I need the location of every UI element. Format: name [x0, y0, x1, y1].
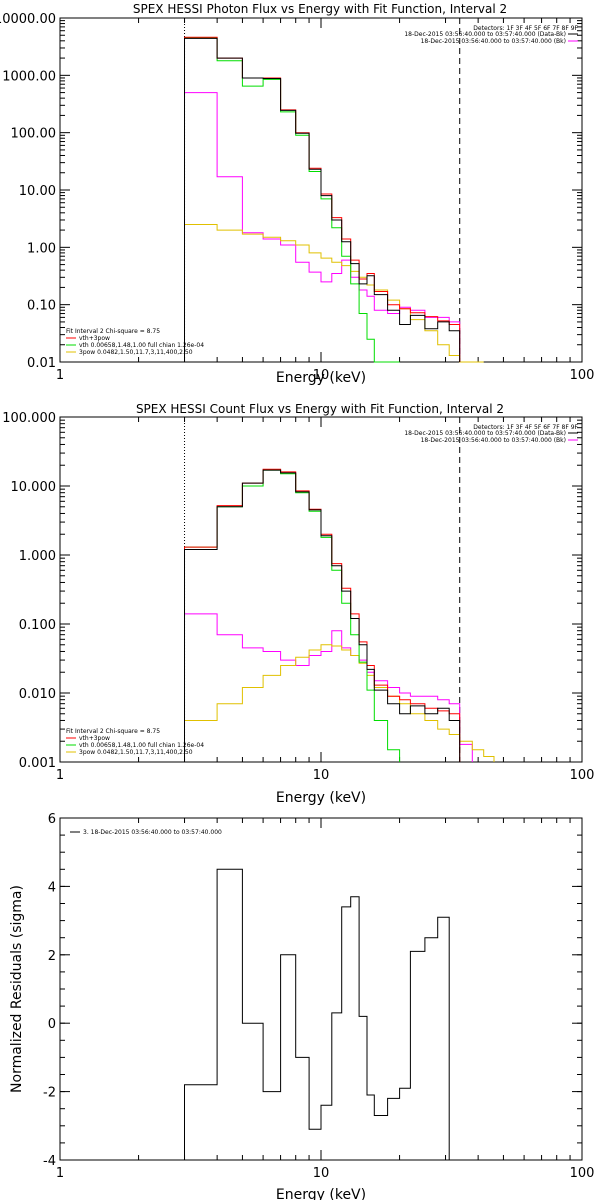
- photon-flux-y-tick-label: 1000.00: [2, 69, 56, 84]
- count-flux-y-tick-label: 0.001: [19, 756, 56, 771]
- residuals-y-tick-label: -2: [43, 1086, 56, 1101]
- count-flux-legend-bottom-text: 3pow 0.0482,1.50,11.7,3,11,400,2.50: [79, 749, 193, 756]
- photon-flux-y-tick-label: 10000.00: [0, 12, 56, 27]
- residuals-series: [184, 868, 450, 1160]
- photon-flux-legend-bottom: Fit Interval 2 Chi-square = 8.75vth+3pow…: [66, 328, 204, 356]
- residuals-panel: Energy (keV) Normalized Residuals (sigma…: [9, 812, 594, 1200]
- count-flux-y-tick-label: 1.000: [19, 549, 56, 564]
- photon-flux-series-1: [184, 224, 484, 363]
- count-flux-series-4: [184, 469, 461, 762]
- count-flux-series: [184, 468, 495, 762]
- count-flux-x-tick-label: 10: [313, 768, 330, 783]
- photon-flux-legend-bottom-text: vth 0.00658,1.48,1.00 full chian 1.26e-0…: [79, 342, 204, 349]
- count-flux-vlines: [184, 417, 461, 762]
- photon-flux-legend-top-text: 18-Dec-2015 03:56:40.000 to 03:57:40.000…: [404, 31, 566, 38]
- residuals-y-axis-label: Normalized Residuals (sigma): [9, 885, 25, 1093]
- count-flux-legend-top-text: 18-Dec-2015 03:56:40.000 to 03:57:40.000…: [404, 430, 566, 437]
- residuals-y-tick-label: 6: [48, 812, 56, 827]
- count-flux-x-tick-label: 100: [570, 768, 595, 783]
- photon-flux-panel: SPEX HESSI Photon Flux vs Energy with Fi…: [0, 2, 594, 386]
- photon-flux-legend-bottom-text: Fit Interval 2 Chi-square = 8.75: [66, 328, 160, 335]
- residuals-legend-top: 3. 18-Dec-2015 03:56:40.000 to 03:57:40.…: [70, 829, 222, 836]
- count-flux-panel: SPEX HESSI Count Flux vs Energy with Fit…: [2, 402, 594, 806]
- count-flux-x-tick-label: 1: [56, 768, 64, 783]
- photon-flux-y-tick-label: 10.00: [19, 184, 56, 199]
- residuals-ticks: 1 10 100 -4 -2 0 2 4 6: [43, 812, 594, 1181]
- photon-flux-legend-bottom-text: vth+3pow: [79, 335, 110, 342]
- count-flux-series-2: [184, 469, 401, 762]
- count-flux-y-tick-label: 0.010: [19, 687, 56, 702]
- residuals-legend-text: 3. 18-Dec-2015 03:56:40.000 to 03:57:40.…: [83, 829, 222, 836]
- count-flux-legend-top-text: 18-Dec-2015 03:56:40.000 to 03:57:40.000…: [421, 437, 566, 444]
- photon-flux-series: [184, 36, 484, 363]
- count-flux-x-axis-label: Energy (keV): [276, 790, 366, 806]
- photon-flux-title: SPEX HESSI Photon Flux vs Energy with Fi…: [133, 2, 507, 16]
- photon-flux-x-axis-label: Energy (keV): [276, 370, 366, 386]
- photon-flux-legend-top-text: 18-Dec-2015 03:56:40.000 to 03:57:40.000…: [421, 38, 566, 45]
- count-flux-y-tick-label: 0.100: [19, 618, 56, 633]
- photon-flux-ticks: 1 10 100 0.01 0.10 1.00 10.00 100.00 1000.00 1000…: [0, 12, 594, 383]
- photon-flux-y-tick-label: 0.10: [27, 299, 56, 314]
- residuals-series-0: [184, 868, 450, 1160]
- residuals-y-tick-label: 0: [48, 1017, 56, 1032]
- count-flux-ticks: 1 10 100 0.001 0.010 0.100 1.000 10.000 100.000: [2, 411, 594, 783]
- count-flux-legend-bottom: Fit Interval 2 Chi-square = 8.75vth+3pow…: [66, 728, 204, 756]
- photon-flux-series-4: [184, 37, 461, 362]
- count-flux-legend-bottom-text: Fit Interval 2 Chi-square = 8.75: [66, 728, 160, 735]
- photon-flux-y-tick-label: 100.00: [11, 127, 57, 142]
- count-flux-legend-bottom-text: vth 0.00658,1.48,1.00 full chian 1.26e-0…: [79, 742, 204, 749]
- count-flux-y-tick-label: 10.000: [11, 480, 57, 495]
- residuals-x-axis-label: Energy (keV): [276, 1187, 366, 1200]
- count-flux-y-tick-label: 100.000: [2, 411, 56, 426]
- residuals-y-tick-label: 4: [48, 880, 56, 895]
- photon-flux-legend-top: 18-Dec-2015 03:56:40.000 to 03:57:40.000…: [404, 31, 578, 45]
- count-flux-legend-bottom-text: vth+3pow: [79, 735, 110, 742]
- photon-flux-y-tick-label: 0.01: [27, 356, 56, 371]
- count-flux-series-1: [184, 644, 495, 762]
- photon-flux-detectors: Detectors: 1F 3F 4F 5F 6F 7F 8F 9F: [473, 25, 578, 32]
- count-flux-detectors: Detectors: 1F 3F 4F 5F 6F 7F 8F 9F: [473, 424, 578, 431]
- photon-flux-x-tick-label: 10: [313, 368, 330, 383]
- count-flux-title: SPEX HESSI Count Flux vs Energy with Fit…: [136, 402, 504, 416]
- residuals-y-tick-label: 2: [48, 949, 56, 964]
- residuals-x-tick-label: 100: [570, 1166, 595, 1181]
- photon-flux-x-tick-label: 100: [570, 368, 595, 383]
- residuals-x-tick-label: 10: [313, 1166, 330, 1181]
- photon-flux-legend-bottom-text: 3pow 0.0482,1.50,11.7,3,11,400,2.50: [79, 349, 193, 356]
- count-flux-legend-top: 18-Dec-2015 03:56:40.000 to 03:57:40.000…: [404, 430, 578, 444]
- photon-flux-y-tick-label: 1.00: [27, 241, 56, 256]
- residuals-x-tick-label: 1: [56, 1166, 64, 1181]
- residuals-y-tick-label: -4: [43, 1154, 56, 1169]
- photon-flux-x-tick-label: 1: [56, 368, 64, 383]
